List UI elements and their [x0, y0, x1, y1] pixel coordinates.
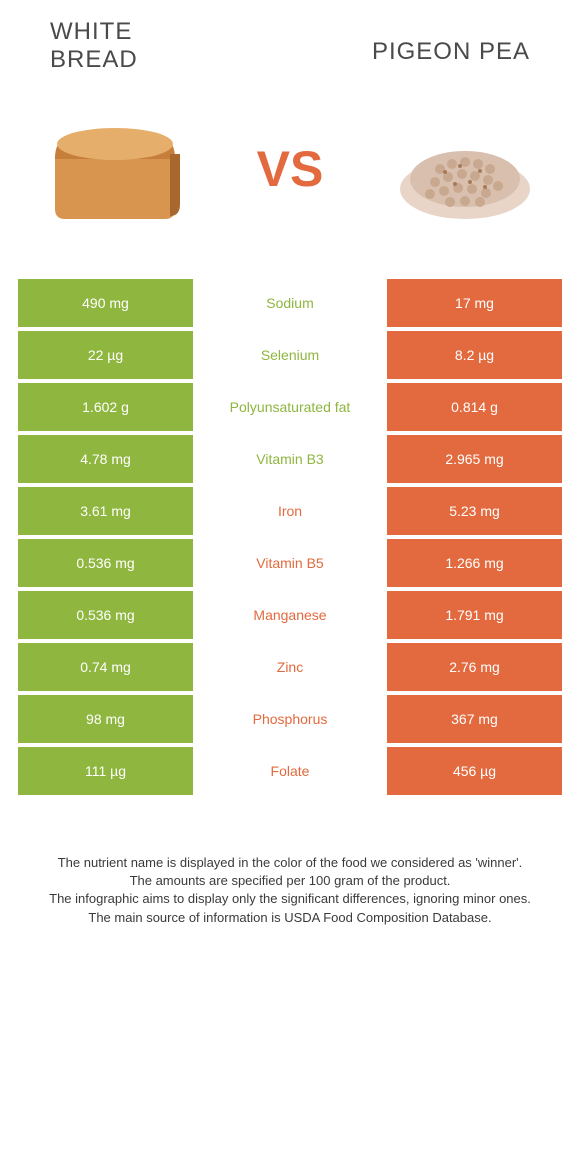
- footer-line-4: The main source of information is USDA F…: [28, 909, 552, 927]
- value-right: 367 mg: [387, 695, 562, 743]
- nutrient-row: 0.536 mgManganese1.791 mg: [18, 591, 562, 639]
- bread-icon: [30, 104, 200, 234]
- value-right: 5.23 mg: [387, 487, 562, 535]
- nutrient-name: Vitamin B3: [193, 435, 387, 483]
- nutrient-row: 1.602 gPolyunsaturated fat0.814 g: [18, 383, 562, 431]
- value-right: 17 mg: [387, 279, 562, 327]
- value-left: 22 µg: [18, 331, 193, 379]
- nutrient-name: Selenium: [193, 331, 387, 379]
- value-right: 1.791 mg: [387, 591, 562, 639]
- footer: The nutrient name is displayed in the co…: [0, 799, 580, 927]
- nutrient-name: Folate: [193, 747, 387, 795]
- header: WHITEBREAD PIGEON PEA: [0, 0, 580, 74]
- nutrient-name: Sodium: [193, 279, 387, 327]
- value-left: 1.602 g: [18, 383, 193, 431]
- value-right: 1.266 mg: [387, 539, 562, 587]
- value-right: 2.965 mg: [387, 435, 562, 483]
- food-image-right: [380, 99, 550, 239]
- value-left: 4.78 mg: [18, 435, 193, 483]
- food-name-left-line1: WHITEBREAD: [50, 18, 138, 73]
- vs-label: VS: [257, 140, 324, 198]
- nutrient-row: 490 mgSodium17 mg: [18, 279, 562, 327]
- footer-line-3: The infographic aims to display only the…: [28, 890, 552, 908]
- value-left: 0.536 mg: [18, 591, 193, 639]
- footer-line-1: The nutrient name is displayed in the co…: [28, 854, 552, 872]
- value-left: 111 µg: [18, 747, 193, 795]
- value-left: 490 mg: [18, 279, 193, 327]
- nutrient-name: Manganese: [193, 591, 387, 639]
- value-left: 0.536 mg: [18, 539, 193, 587]
- nutrient-name: Phosphorus: [193, 695, 387, 743]
- nutrient-row: 0.74 mgZinc2.76 mg: [18, 643, 562, 691]
- peas-icon: [390, 114, 540, 224]
- nutrient-name: Iron: [193, 487, 387, 535]
- footer-line-2: The amounts are specified per 100 gram o…: [28, 872, 552, 890]
- value-right: 8.2 µg: [387, 331, 562, 379]
- nutrient-name: Polyunsaturated fat: [193, 383, 387, 431]
- nutrient-row: 22 µgSelenium8.2 µg: [18, 331, 562, 379]
- nutrient-row: 111 µgFolate456 µg: [18, 747, 562, 795]
- food-title-right: PIGEON PEA: [372, 18, 530, 74]
- nutrient-row: 0.536 mgVitamin B51.266 mg: [18, 539, 562, 587]
- nutrient-table: 490 mgSodium17 mg22 µgSelenium8.2 µg1.60…: [0, 249, 580, 795]
- nutrient-name: Zinc: [193, 643, 387, 691]
- value-left: 0.74 mg: [18, 643, 193, 691]
- value-right: 2.76 mg: [387, 643, 562, 691]
- vs-row: VS: [0, 74, 580, 249]
- value-right: 0.814 g: [387, 383, 562, 431]
- value-right: 456 µg: [387, 747, 562, 795]
- food-title-left: WHITEBREAD: [50, 18, 138, 74]
- value-left: 98 mg: [18, 695, 193, 743]
- nutrient-row: 98 mgPhosphorus367 mg: [18, 695, 562, 743]
- food-image-left: [30, 99, 200, 239]
- nutrient-name: Vitamin B5: [193, 539, 387, 587]
- nutrient-row: 3.61 mgIron5.23 mg: [18, 487, 562, 535]
- nutrient-row: 4.78 mgVitamin B32.965 mg: [18, 435, 562, 483]
- value-left: 3.61 mg: [18, 487, 193, 535]
- food-name-right: PIGEON PEA: [372, 38, 530, 65]
